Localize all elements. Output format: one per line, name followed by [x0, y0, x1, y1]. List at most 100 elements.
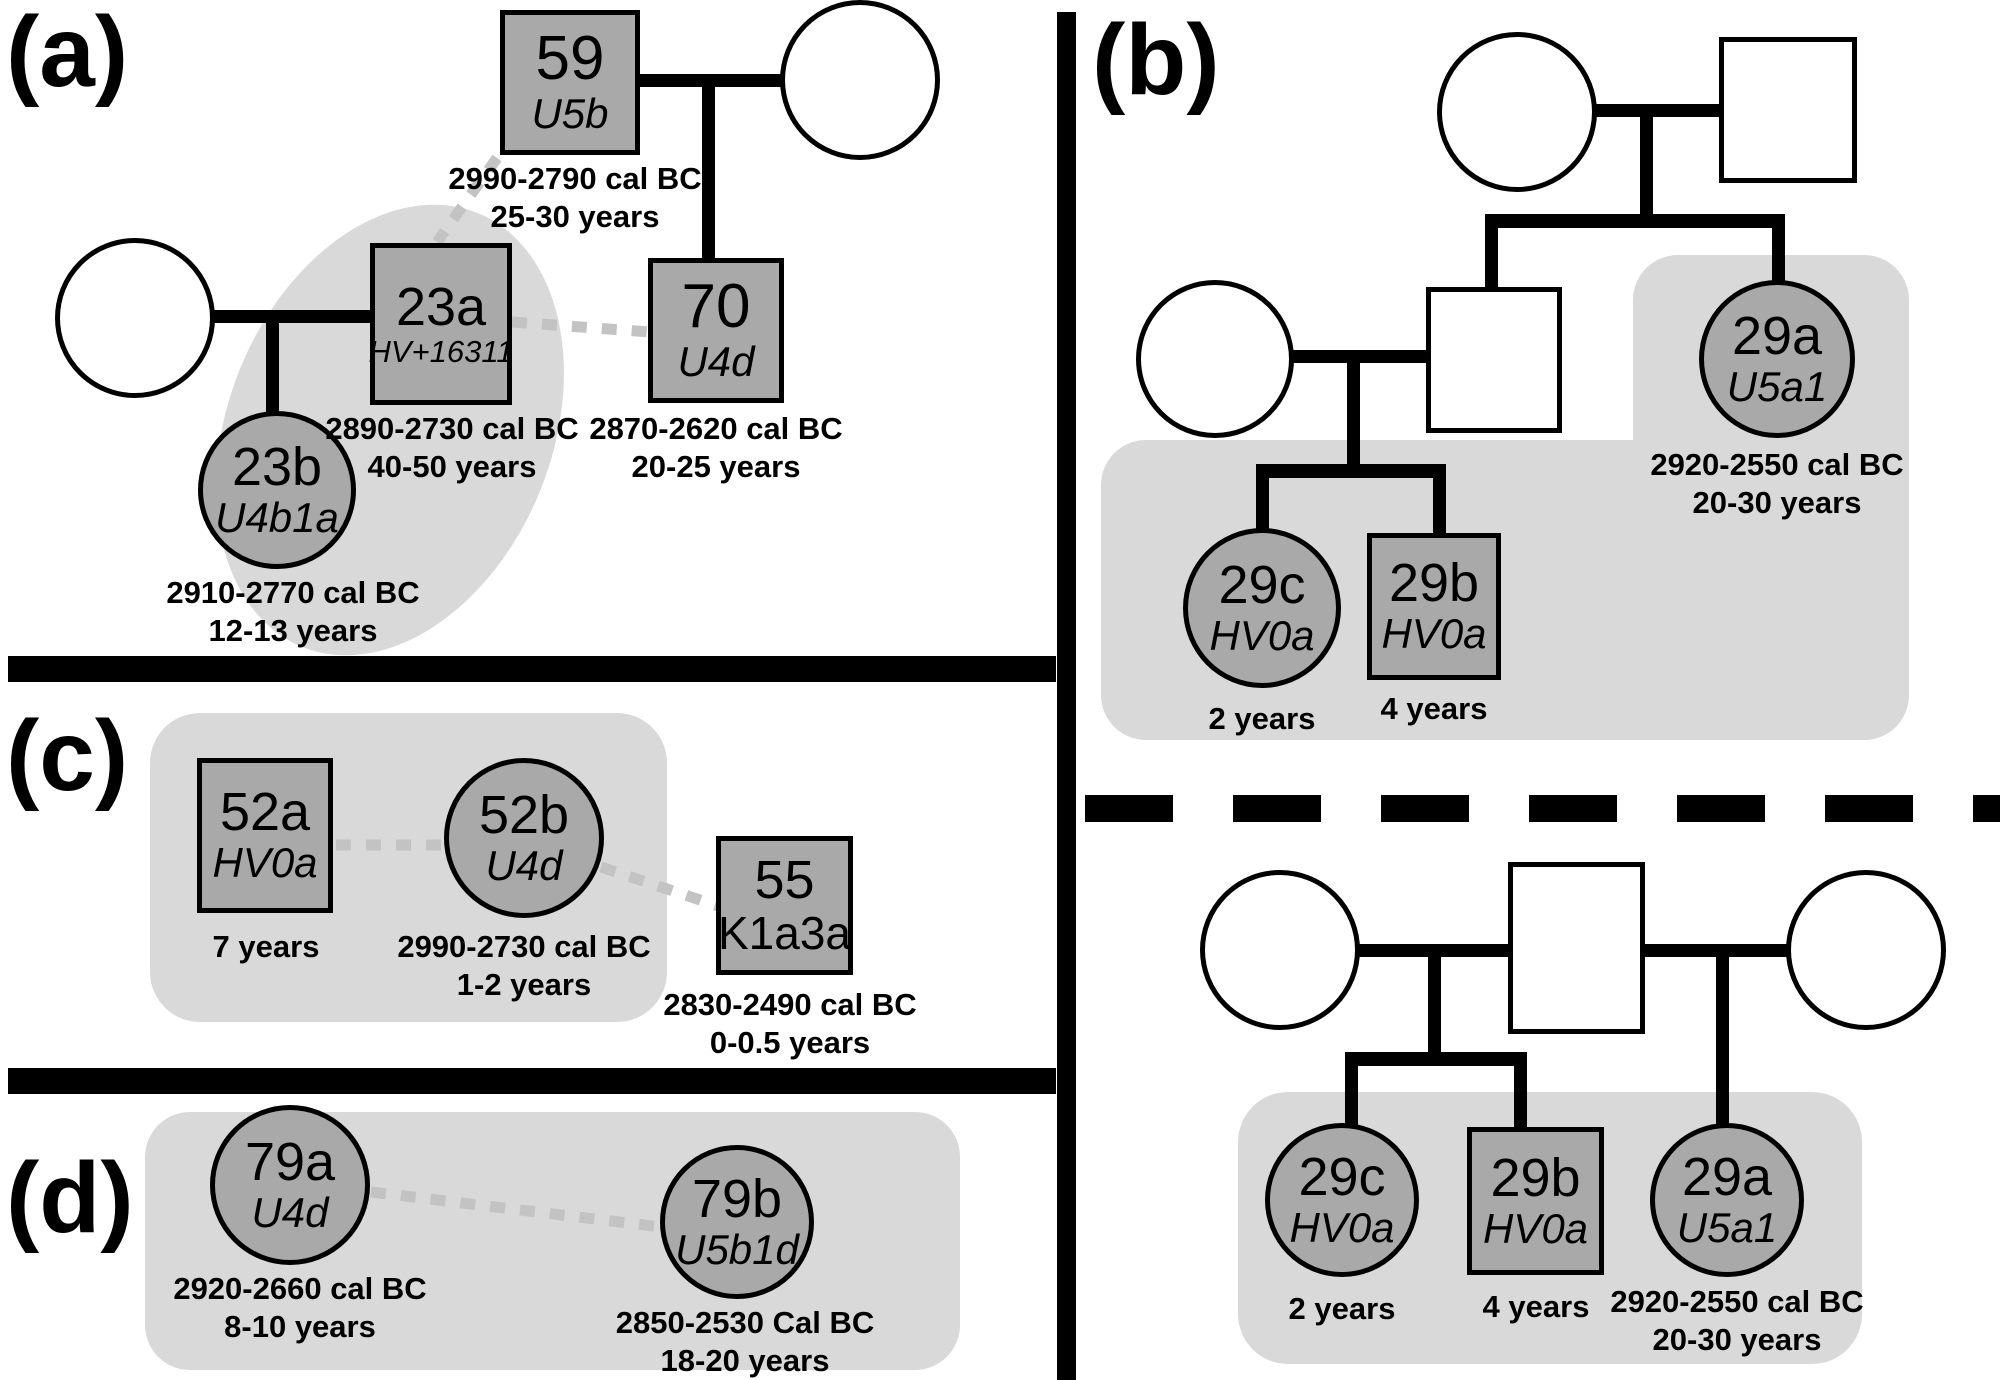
- person-id: 29b: [1490, 1147, 1581, 1208]
- caption-age: 4 years: [1380, 691, 1488, 726]
- divider-a-c: [8, 656, 1056, 682]
- descent-line-b-gen2: [1347, 356, 1360, 472]
- sibling-bar-b-gen1: [1485, 214, 1785, 228]
- descent-line-59-70: [702, 80, 715, 260]
- person-59: 59 U5b: [500, 10, 640, 155]
- caption-52a: 7 years: [213, 928, 320, 966]
- caption-29b: 4 years: [1381, 690, 1488, 728]
- sibling-bar-b-gen2: [1256, 464, 1446, 478]
- caption-55: 2830-2490 cal BC 0-0.5 years: [663, 986, 916, 1062]
- person-unknown-mother2-alt: [1786, 870, 1946, 1030]
- person-29a: 29a U5a1: [1699, 280, 1855, 438]
- person-unknown-partner-59: [780, 0, 940, 160]
- dotted-52b-55: [599, 861, 720, 912]
- person-unknown-grandfather-b: [1719, 37, 1857, 183]
- person-id: 29b: [1388, 553, 1480, 614]
- person-52b: 52b U4d: [444, 758, 604, 918]
- descent-line-alt-left: [1428, 950, 1441, 1064]
- caption-age: 1-2 years: [456, 966, 592, 1002]
- caption-age: 12-13 years: [208, 612, 378, 648]
- person-unknown-grandmother-b: [1437, 32, 1597, 192]
- caption-age: 4 years: [1482, 1289, 1590, 1324]
- caption-52b: 2990-2730 cal BC 1-2 years: [397, 928, 650, 1004]
- caption-23b: 2910-2770 cal BC 12-13 years: [166, 574, 419, 650]
- person-29c: 29c HV0a: [1183, 528, 1341, 688]
- person-unknown-mother-b: [1136, 280, 1294, 438]
- descent-line-b-gen1: [1640, 110, 1653, 221]
- person-55: 55 K1a3a: [716, 836, 853, 975]
- person-haplogroup: U4d: [677, 338, 755, 386]
- caption-age: 40-50 years: [367, 448, 537, 484]
- caption-date: 2920-2550 cal BC: [1650, 447, 1904, 482]
- person-haplogroup: HV0a: [1209, 611, 1315, 659]
- caption-23a: 2890-2730 cal BC 40-50 years: [325, 410, 578, 486]
- person-70: 70 U4d: [648, 258, 784, 403]
- caption-age: 0-0.5 years: [709, 1024, 871, 1060]
- person-haplogroup: U5b: [531, 90, 609, 138]
- caption-29c: 2 years: [1209, 700, 1316, 738]
- person-id: 79a: [244, 1131, 336, 1192]
- person-id: 29a: [1681, 1146, 1773, 1207]
- sibling-drop-b-29a: [1772, 214, 1785, 284]
- caption-age: 25-30 years: [490, 198, 660, 234]
- caption-70: 2870-2620 cal BC 20-25 years: [589, 410, 842, 486]
- panel-c-label: (c): [6, 700, 129, 812]
- person-unknown-partner-23a: [55, 238, 215, 398]
- person-id: 29c: [1298, 1146, 1386, 1207]
- person-id: 55: [754, 850, 815, 911]
- couple-line-b-gen1: [1595, 104, 1721, 117]
- person-haplogroup: U5a1: [1726, 362, 1828, 410]
- caption-age: 7 years: [212, 929, 320, 964]
- person-haplogroup: K1a3a: [718, 907, 852, 960]
- sibling-bar-alt: [1345, 1052, 1527, 1066]
- person-haplogroup: U5b1d: [675, 1225, 799, 1273]
- caption-59: 2990-2790 cal BC 25-30 years: [448, 160, 701, 236]
- person-haplogroup: U4d: [485, 841, 563, 889]
- panel-a-label: (a): [6, 0, 129, 108]
- caption-age: 20-30 years: [1692, 484, 1862, 520]
- person-id: 79b: [691, 1168, 783, 1229]
- caption-29a: 2920-2550 cal BC 20-30 years: [1650, 446, 1903, 522]
- person-id: 23a: [395, 276, 487, 337]
- caption-79b: 2850-2530 Cal BC 18-20 years: [616, 1304, 875, 1380]
- caption-79a: 2920-2660 cal BC 8-10 years: [173, 1270, 426, 1346]
- person-79a: 79a U4d: [210, 1105, 370, 1265]
- person-id: 29c: [1218, 554, 1306, 615]
- sibling-drop-b-29c: [1256, 464, 1269, 534]
- panel-d-label: (d): [6, 1142, 134, 1254]
- person-29b-alt: 29b HV0a: [1467, 1127, 1604, 1275]
- caption-date: 2910-2770 cal BC: [166, 575, 420, 610]
- caption-age: 20-25 years: [631, 448, 801, 484]
- caption-29c-alt: 2 years: [1289, 1290, 1396, 1328]
- person-id: 29a: [1731, 305, 1823, 366]
- divider-vertical: [1057, 12, 1076, 1380]
- person-unknown-father-b: [1426, 287, 1562, 433]
- person-id: 59: [535, 24, 605, 94]
- person-haplogroup: U4d: [251, 1188, 329, 1236]
- couple-line-23a: [213, 310, 370, 323]
- descent-line-23a-23b: [266, 316, 279, 416]
- caption-date: 2870-2620 cal BC: [589, 411, 843, 446]
- couple-line-b-gen2: [1292, 350, 1428, 363]
- person-haplogroup: HV0a: [1482, 1204, 1589, 1252]
- caption-age: 18-20 years: [660, 1342, 830, 1378]
- descent-line-alt-29a: [1716, 950, 1729, 1130]
- couple-line-alt-right: [1643, 944, 1788, 957]
- caption-date: 2890-2730 cal BC: [325, 411, 579, 446]
- person-52a: 52a HV0a: [197, 758, 333, 913]
- panel-b-label: (b): [1092, 4, 1220, 116]
- caption-date: 2850-2530 Cal BC: [615, 1305, 875, 1340]
- person-id: 52a: [219, 782, 311, 843]
- divider-c-d: [8, 1068, 1056, 1094]
- divider-dashed-b: [1085, 795, 2000, 822]
- person-haplogroup: U5a1: [1676, 1203, 1778, 1251]
- person-id: 52b: [478, 784, 570, 845]
- caption-date: 2920-2660 cal BC: [173, 1271, 427, 1306]
- dotted-23a-70: [511, 316, 651, 338]
- person-haplogroup: HV0a: [1381, 610, 1487, 658]
- sibling-drop-alt-29b: [1514, 1052, 1527, 1132]
- caption-29b-alt: 4 years: [1483, 1288, 1590, 1326]
- person-29c-alt: 29c HV0a: [1265, 1123, 1419, 1277]
